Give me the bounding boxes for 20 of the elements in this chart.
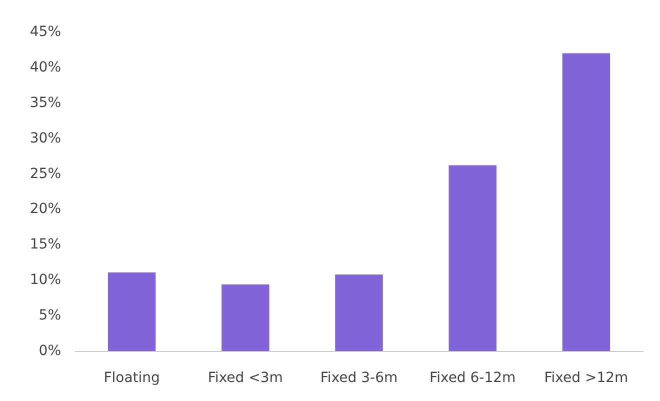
x-tick-label: Fixed 6-12m — [430, 370, 516, 386]
y-tick-label: 35% — [30, 94, 61, 111]
y-tick-label: 45% — [30, 24, 61, 40]
y-tick-label: 30% — [30, 130, 61, 146]
bar — [108, 272, 156, 351]
x-tick-label: Fixed <3m — [208, 370, 283, 386]
x-tick-label: Floating — [104, 370, 160, 386]
y-tick-label: 20% — [30, 201, 61, 218]
bar — [222, 284, 270, 351]
y-tick-label: 10% — [30, 272, 61, 288]
bar — [562, 53, 610, 351]
x-tick-label: Fixed >12m — [544, 370, 628, 386]
y-tick-label: 0% — [38, 343, 61, 359]
y-tick-label: 40% — [30, 59, 61, 76]
y-tick-label: 25% — [30, 166, 61, 182]
y-tick-label: 15% — [30, 236, 61, 253]
bar — [335, 274, 383, 351]
y-tick-label: 5% — [38, 308, 61, 324]
x-tick-label: Fixed 3-6m — [320, 370, 398, 386]
bar — [448, 165, 496, 351]
